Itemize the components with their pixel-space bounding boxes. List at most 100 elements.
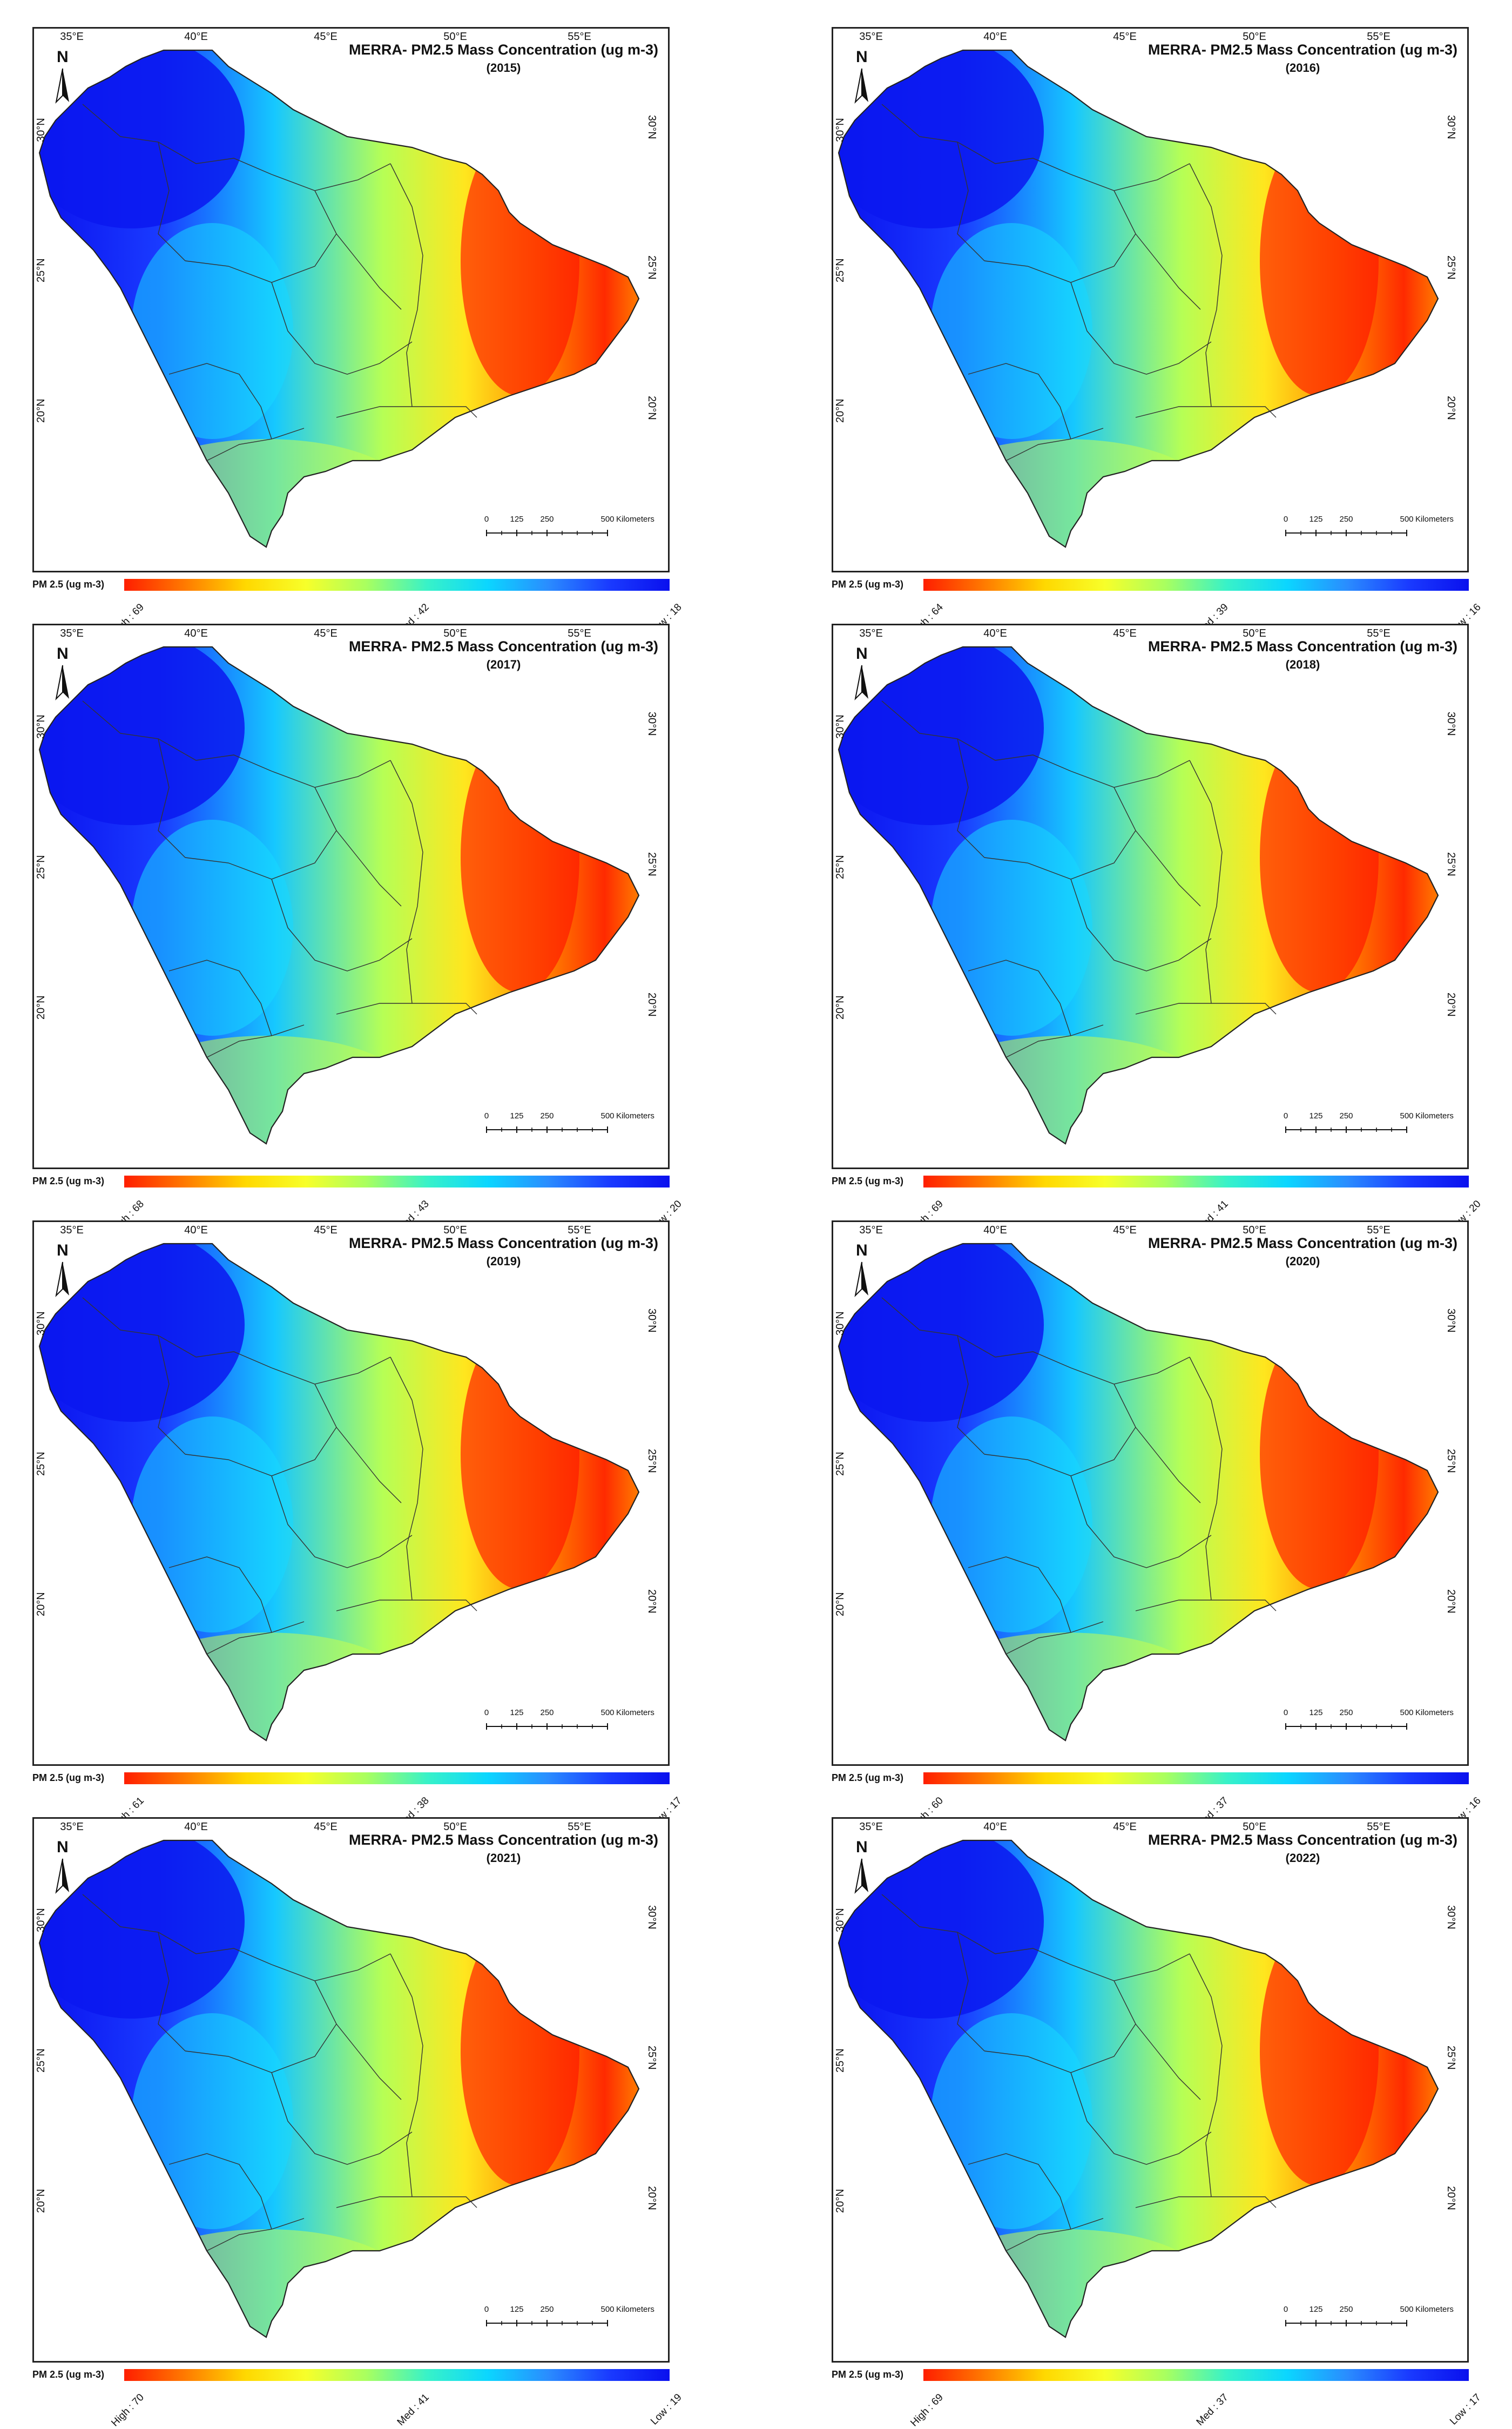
country-boundary: [838, 1839, 1439, 2338]
title-text: MERRA- PM2.5 Mass Concentration (ug m-3): [348, 1235, 658, 1251]
province-line: [1113, 190, 1201, 310]
province-line: [968, 363, 1071, 440]
province-line: [1070, 163, 1190, 191]
province-line: [336, 406, 477, 418]
legend-title: PM 2.5 (ug m-3): [832, 1772, 904, 1783]
map-panel-2015: MERRA- PM2.5 Mass Concentration (ug m-3)…: [11, 5, 684, 639]
pm25-raster: [839, 1840, 1438, 2337]
scale-bar-line: [486, 1126, 608, 1133]
pm25-map: [838, 1243, 1439, 1742]
scale-bar: 0 125 250 500 Kilometers: [482, 515, 655, 542]
pm25-map: [38, 1839, 640, 2338]
pm25-map: [38, 49, 640, 548]
map-frame: MERRA- PM2.5 Mass Concentration (ug m-3)…: [832, 1220, 1469, 1766]
north-letter: N: [856, 48, 868, 66]
pm25-map: [38, 1243, 640, 1742]
north-arrow: N: [849, 1242, 874, 1301]
latitude-tick-left: 20°N: [35, 399, 47, 423]
country-boundary: [38, 1243, 640, 1742]
scale-tick-label: 0: [484, 1111, 489, 1121]
legend-med-label: Med : 41: [395, 2392, 431, 2428]
latitude-tick-right: 20°N: [1445, 993, 1457, 1017]
scale-tick-label: 125: [510, 1111, 524, 1121]
latitude-tick-left: 30°N: [35, 714, 47, 739]
map-panel-2017: MERRA- PM2.5 Mass Concentration (ug m-3)…: [11, 602, 684, 1236]
province-line: [957, 1335, 985, 1455]
scale-bar: 0 125 250 500 Kilometers: [482, 1708, 655, 1735]
province-line: [158, 738, 186, 858]
year-label: (2015): [486, 61, 521, 75]
title-text: MERRA- PM2.5 Mass Concentration (ug m-3): [1148, 1235, 1457, 1251]
province-line: [1070, 2072, 1212, 2165]
scale-tick-label: 0: [484, 1708, 489, 1717]
legend-title: PM 2.5 (ug m-3): [32, 1176, 105, 1186]
legend-high-label: High : 70: [109, 2392, 146, 2429]
province-line: [158, 1932, 186, 2052]
legend-color-ramp: [124, 2369, 670, 2381]
longitude-tick: 35°E: [859, 1821, 883, 1833]
province-line: [206, 2218, 305, 2251]
longitude-tick: 55°E: [1367, 1821, 1390, 1833]
province-boundaries: [881, 1297, 1277, 1655]
province-line: [271, 2072, 413, 2165]
legend-title: PM 2.5 (ug m-3): [832, 2369, 904, 2380]
latitude-tick-right: 25°N: [1445, 2046, 1457, 2070]
latitude-tick-left: 20°N: [35, 2189, 47, 2213]
scale-tick-label: 125: [1309, 515, 1323, 524]
scale-tick-label: 500: [1400, 1111, 1414, 1121]
province-line: [271, 1357, 391, 1385]
legend: PM 2.5 (ug m-3) High : 64 Med : 39 Low :…: [832, 578, 1483, 639]
province-line: [1070, 282, 1212, 375]
pm25-raster: [39, 1244, 639, 1740]
province-line: [1189, 163, 1223, 407]
title-text: MERRA- PM2.5 Mass Concentration (ug m-3): [1148, 1832, 1457, 1848]
province-line: [168, 1556, 272, 1633]
longitude-tick: 50°E: [1243, 1821, 1266, 1833]
province-line: [390, 1953, 423, 2197]
pm25-raster: [39, 50, 639, 547]
map-title: MERRA- PM2.5 Mass Concentration (ug m-3)…: [1148, 1234, 1457, 1271]
scale-tick-label: 0: [1283, 1111, 1288, 1121]
legend-color-ramp: [923, 1772, 1469, 1784]
province-line: [1189, 760, 1223, 1004]
province-boundaries: [82, 104, 477, 461]
pm25-raster: [839, 50, 1438, 547]
province-line: [82, 104, 272, 175]
legend-high-label: High : 69: [908, 2392, 946, 2429]
province-boundaries: [881, 104, 1277, 461]
province-line: [1070, 879, 1212, 971]
latitude-tick-left: 25°N: [834, 1452, 846, 1476]
latitude-tick-left: 20°N: [834, 2189, 846, 2213]
country-boundary: [38, 646, 640, 1145]
latitude-tick-right: 25°N: [646, 2046, 658, 2070]
province-line: [1189, 1357, 1223, 1601]
province-line: [1135, 406, 1277, 418]
longitude-tick: 45°E: [314, 1821, 338, 1833]
scale-tick-label: 250: [540, 1111, 554, 1121]
longitude-tick: 50°E: [1243, 628, 1266, 639]
title-text: MERRA- PM2.5 Mass Concentration (ug m-3): [348, 638, 658, 655]
longitude-tick: 35°E: [60, 628, 84, 639]
scale-tick-label: 125: [1309, 1111, 1323, 1121]
latitude-tick-right: 20°N: [646, 1589, 658, 1614]
scale-tick-label: 0: [1283, 515, 1288, 524]
pm25-raster: [839, 647, 1438, 1144]
province-line: [1189, 1953, 1223, 2197]
legend: PM 2.5 (ug m-3) High : 70 Med : 41 Low :…: [32, 2368, 684, 2429]
province-line: [1135, 1600, 1277, 1611]
title-text: MERRA- PM2.5 Mass Concentration (ug m-3): [348, 42, 658, 58]
north-arrow-icon: [55, 1858, 69, 1894]
scale-tick-label: 125: [510, 2305, 524, 2314]
map-frame: MERRA- PM2.5 Mass Concentration (ug m-3)…: [32, 1220, 670, 1766]
province-line: [271, 163, 391, 191]
scale-tick-label: 0: [1283, 2305, 1288, 2314]
longitude-tick: 45°E: [1113, 1821, 1137, 1833]
province-line: [271, 1475, 413, 1568]
latitude-tick-left: 20°N: [834, 1592, 846, 1616]
pm25-map: [838, 49, 1439, 548]
legend: PM 2.5 (ug m-3) High : 69 Med : 42 Low :…: [32, 578, 684, 639]
province-line: [968, 1556, 1071, 1633]
latitude-tick-right: 25°N: [1445, 1449, 1457, 1473]
province-line: [1005, 1621, 1104, 1655]
latitude-tick-right: 30°N: [646, 712, 658, 736]
